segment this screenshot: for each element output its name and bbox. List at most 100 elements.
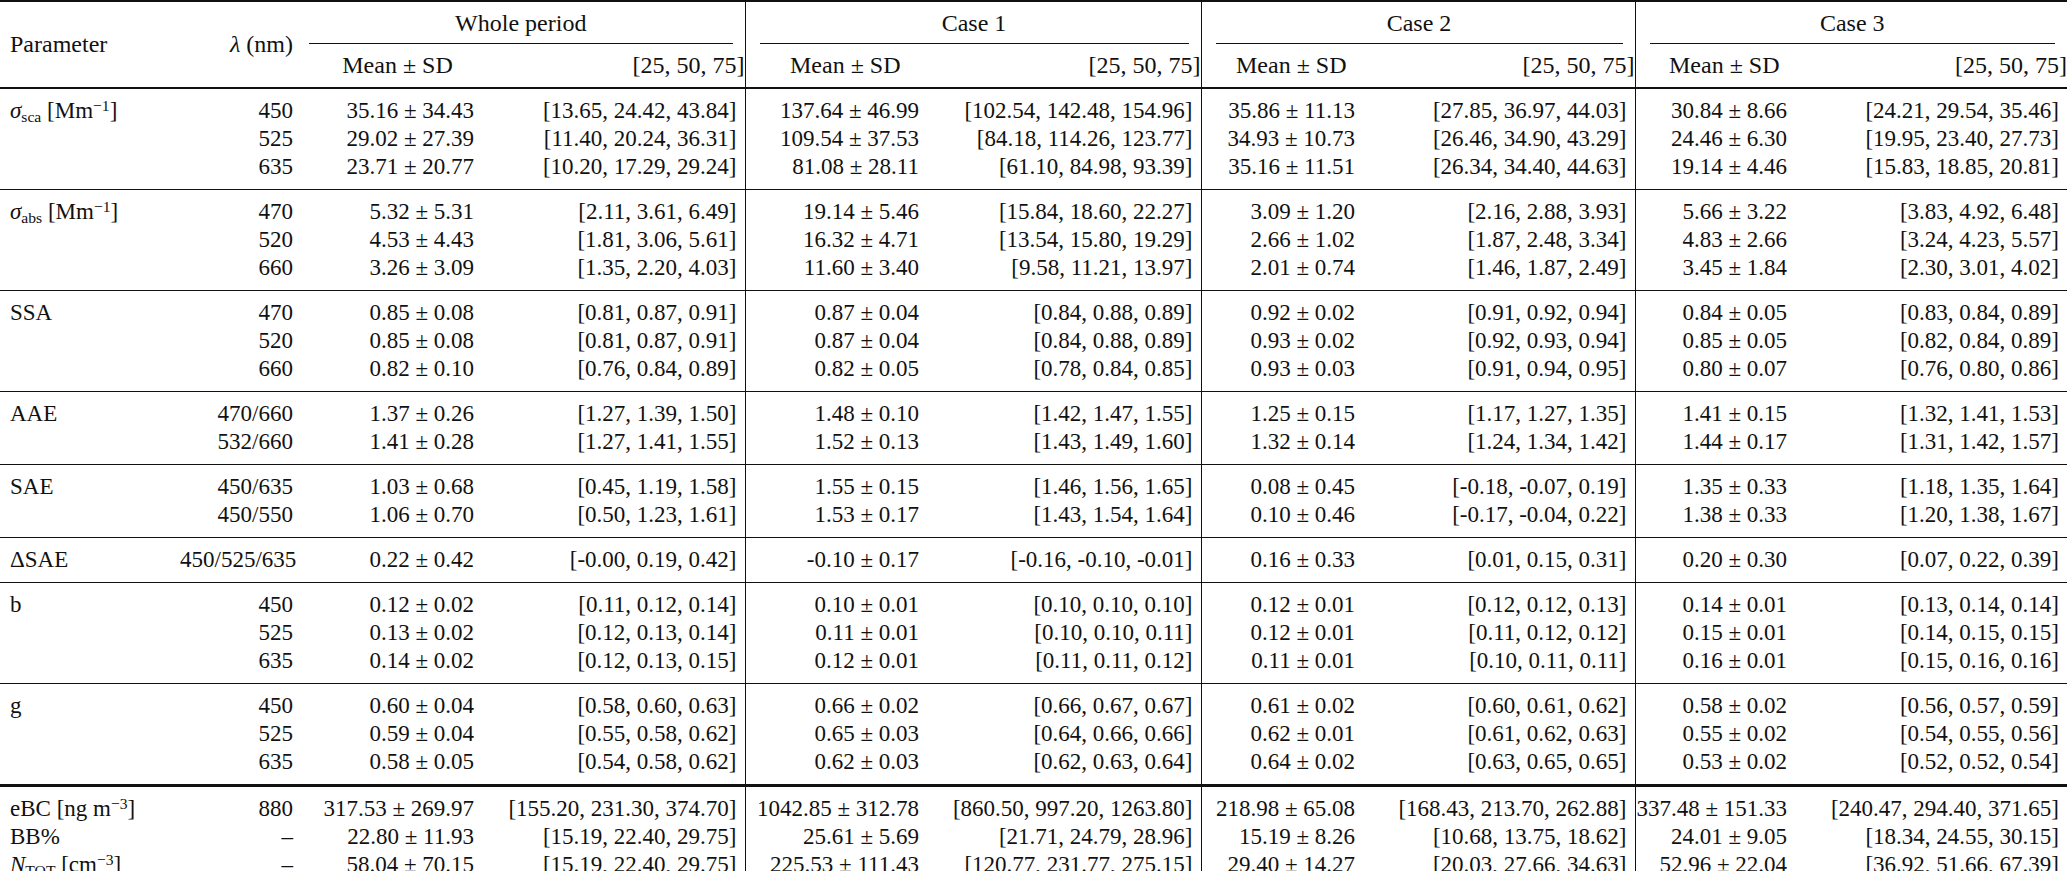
mean-sd-value: 0.93 ± 0.03 xyxy=(1201,355,1381,392)
mean-sd-value: 0.84 ± 0.05 xyxy=(1635,291,1813,328)
parameter-label xyxy=(0,647,180,684)
percentiles-value: [0.91, 0.94, 0.95] xyxy=(1381,355,1635,392)
percentiles-value: [1.24, 1.34, 1.42] xyxy=(1381,428,1635,465)
parameter-label-part: eBC [ng m xyxy=(10,796,111,821)
percentiles-value: [0.13, 0.14, 0.14] xyxy=(1813,583,2067,620)
mean-sd-value: 1.06 ± 0.70 xyxy=(295,501,500,538)
group-title: Whole period xyxy=(309,6,733,44)
table-row: 6350.58 ± 0.05[0.54, 0.58, 0.62]0.62 ± 0… xyxy=(0,748,2067,786)
lambda-symbol: λ xyxy=(230,31,240,57)
percentiles-value: [0.07, 0.22, 0.39] xyxy=(1813,538,2067,583)
mean-sd-value: 109.54 ± 37.53 xyxy=(745,125,945,153)
parameter-label-part: SAE xyxy=(10,474,53,499)
percentiles-value: [1.20, 1.38, 1.67] xyxy=(1813,501,2067,538)
percentiles-value: [19.95, 23.40, 27.73] xyxy=(1813,125,2067,153)
percentiles-value: [0.52, 0.52, 0.54] xyxy=(1813,748,2067,786)
wavelength-value: 450 xyxy=(180,684,295,721)
percentiles-value: [1.46, 1.87, 2.49] xyxy=(1381,254,1635,291)
mean-sd-value: 0.14 ± 0.02 xyxy=(295,647,500,684)
percentiles-value: [1.87, 2.48, 3.34] xyxy=(1381,226,1635,254)
mean-sd-value: 29.40 ± 14.27 xyxy=(1201,851,1381,871)
percentiles-value: [0.10, 0.10, 0.10] xyxy=(945,583,1201,620)
mean-sd-value: 22.80 ± 11.93 xyxy=(295,823,500,851)
parameter-label: BB% xyxy=(0,823,180,851)
mean-sd-value: 58.04 ± 70.15 xyxy=(295,851,500,871)
group-title: Case 1 xyxy=(760,6,1189,44)
wavelength-value: 635 xyxy=(180,748,295,786)
mean-sd-value: 0.59 ± 0.04 xyxy=(295,720,500,748)
percentiles-value: [0.76, 0.80, 0.86] xyxy=(1813,355,2067,392)
percentiles-value: [61.10, 84.98, 93.39] xyxy=(945,153,1201,190)
mean-sd-value: 0.13 ± 0.02 xyxy=(295,619,500,647)
mean-sd-value: 0.10 ± 0.01 xyxy=(745,583,945,620)
mean-sd-value: 0.12 ± 0.02 xyxy=(295,583,500,620)
mean-sd-value: 0.87 ± 0.04 xyxy=(745,327,945,355)
percentiles-value: [0.61, 0.62, 0.63] xyxy=(1381,720,1635,748)
mean-sd-value: 0.12 ± 0.01 xyxy=(1201,583,1381,620)
wavelength-value: 525 xyxy=(180,619,295,647)
mean-sd-value: 1.25 ± 0.15 xyxy=(1201,392,1381,429)
header-mean-sd: Mean ± SD xyxy=(745,45,945,88)
percentiles-value: [-0.17, -0.04, 0.22] xyxy=(1381,501,1635,538)
wavelength-value: 470/660 xyxy=(180,392,295,429)
header-wavelength: λ (nm) xyxy=(180,1,295,88)
mean-sd-value: 0.55 ± 0.02 xyxy=(1635,720,1813,748)
parameter-label: eBC [ng m−3] xyxy=(0,786,180,824)
mean-sd-value: 0.82 ± 0.05 xyxy=(745,355,945,392)
wavelength-value: 450/550 xyxy=(180,501,295,538)
group-title: Case 3 xyxy=(1650,6,2056,44)
wavelength-value: – xyxy=(180,823,295,851)
parameter-label-part: [Mm xyxy=(41,98,93,123)
percentiles-value: [13.65, 24.42, 43.84] xyxy=(500,88,745,125)
mean-sd-value: 0.92 ± 0.02 xyxy=(1201,291,1381,328)
mean-sd-value: 0.14 ± 0.01 xyxy=(1635,583,1813,620)
table-row: b4500.12 ± 0.02[0.11, 0.12, 0.14]0.10 ± … xyxy=(0,583,2067,620)
parameter-label-part: BB% xyxy=(10,824,60,849)
header-mean-sd: Mean ± SD xyxy=(1635,45,1813,88)
mean-sd-value: 317.53 ± 269.97 xyxy=(295,786,500,824)
mean-sd-value: 15.19 ± 8.26 xyxy=(1201,823,1381,851)
parameter-label-part: g xyxy=(10,693,22,718)
mean-sd-value: 35.16 ± 34.43 xyxy=(295,88,500,125)
mean-sd-value: 0.93 ± 0.02 xyxy=(1201,327,1381,355)
mean-sd-value: 25.61 ± 5.69 xyxy=(745,823,945,851)
parameter-label: g xyxy=(0,684,180,721)
parameter-label-part: [cm xyxy=(55,852,97,871)
percentiles-value: [1.35, 2.20, 4.03] xyxy=(500,254,745,291)
parameter-label xyxy=(0,153,180,190)
mean-sd-value: 0.60 ± 0.04 xyxy=(295,684,500,721)
parameter-label-part: SSA xyxy=(10,300,52,325)
table-row: 5250.59 ± 0.04[0.55, 0.58, 0.62]0.65 ± 0… xyxy=(0,720,2067,748)
wavelength-value: 470 xyxy=(180,291,295,328)
mean-sd-value: 0.65 ± 0.03 xyxy=(745,720,945,748)
mean-sd-value: 0.87 ± 0.04 xyxy=(745,291,945,328)
mean-sd-value: 0.85 ± 0.05 xyxy=(1635,327,1813,355)
mean-sd-value: 29.02 ± 27.39 xyxy=(295,125,500,153)
parameter-label-part: ΔSAE xyxy=(10,547,68,572)
header-group-case2: Case 2 xyxy=(1201,1,1635,45)
mean-sd-value: 0.61 ± 0.02 xyxy=(1201,684,1381,721)
percentiles-value: [0.84, 0.88, 0.89] xyxy=(945,291,1201,328)
percentiles-value: [240.47, 294.40, 371.65] xyxy=(1813,786,2067,824)
percentiles-value: [0.81, 0.87, 0.91] xyxy=(500,327,745,355)
mean-sd-value: 1.41 ± 0.28 xyxy=(295,428,500,465)
parameter-label-part: σ xyxy=(10,199,21,224)
mean-sd-value: 52.96 ± 22.04 xyxy=(1635,851,1813,871)
wavelength-value: 660 xyxy=(180,355,295,392)
parameter-label-part: abs xyxy=(21,209,42,226)
percentiles-value: [15.19, 22.40, 29.75] xyxy=(500,851,745,871)
mean-sd-value: 0.16 ± 0.01 xyxy=(1635,647,1813,684)
percentiles-value: [15.19, 22.40, 29.75] xyxy=(500,823,745,851)
percentiles-value: [1.43, 1.54, 1.64] xyxy=(945,501,1201,538)
mean-sd-value: 1.48 ± 0.10 xyxy=(745,392,945,429)
mean-sd-value: 0.80 ± 0.07 xyxy=(1635,355,1813,392)
percentiles-value: [1.31, 1.42, 1.57] xyxy=(1813,428,2067,465)
mean-sd-value: 1.52 ± 0.13 xyxy=(745,428,945,465)
table-row: σsca [Mm−1]45035.16 ± 34.43[13.65, 24.42… xyxy=(0,88,2067,125)
parameter-label-part: N xyxy=(10,852,25,871)
mean-sd-value: 0.12 ± 0.01 xyxy=(745,647,945,684)
parameter-label xyxy=(0,720,180,748)
mean-sd-value: 0.58 ± 0.05 xyxy=(295,748,500,786)
percentiles-value: [10.68, 13.75, 18.62] xyxy=(1381,823,1635,851)
percentiles-value: [2.11, 3.61, 6.49] xyxy=(500,190,745,227)
